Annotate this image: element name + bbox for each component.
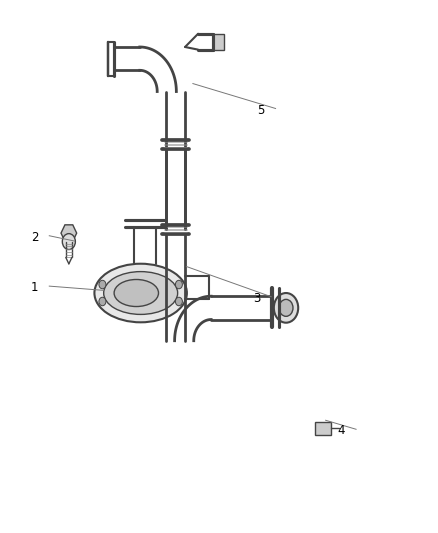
Text: 2: 2 bbox=[31, 231, 39, 244]
Circle shape bbox=[175, 297, 182, 306]
Polygon shape bbox=[61, 225, 77, 241]
Text: 1: 1 bbox=[31, 281, 39, 294]
Ellipse shape bbox=[114, 279, 159, 306]
Circle shape bbox=[175, 280, 182, 289]
Circle shape bbox=[62, 233, 75, 249]
Circle shape bbox=[99, 297, 106, 306]
Circle shape bbox=[274, 293, 298, 322]
Ellipse shape bbox=[95, 264, 187, 322]
Text: 5: 5 bbox=[257, 103, 265, 117]
Text: 4: 4 bbox=[338, 424, 345, 438]
Ellipse shape bbox=[104, 272, 178, 314]
FancyBboxPatch shape bbox=[315, 422, 331, 434]
Bar bbox=[213, 34, 224, 50]
Text: 3: 3 bbox=[253, 292, 260, 305]
Circle shape bbox=[279, 300, 293, 317]
Circle shape bbox=[99, 280, 106, 289]
